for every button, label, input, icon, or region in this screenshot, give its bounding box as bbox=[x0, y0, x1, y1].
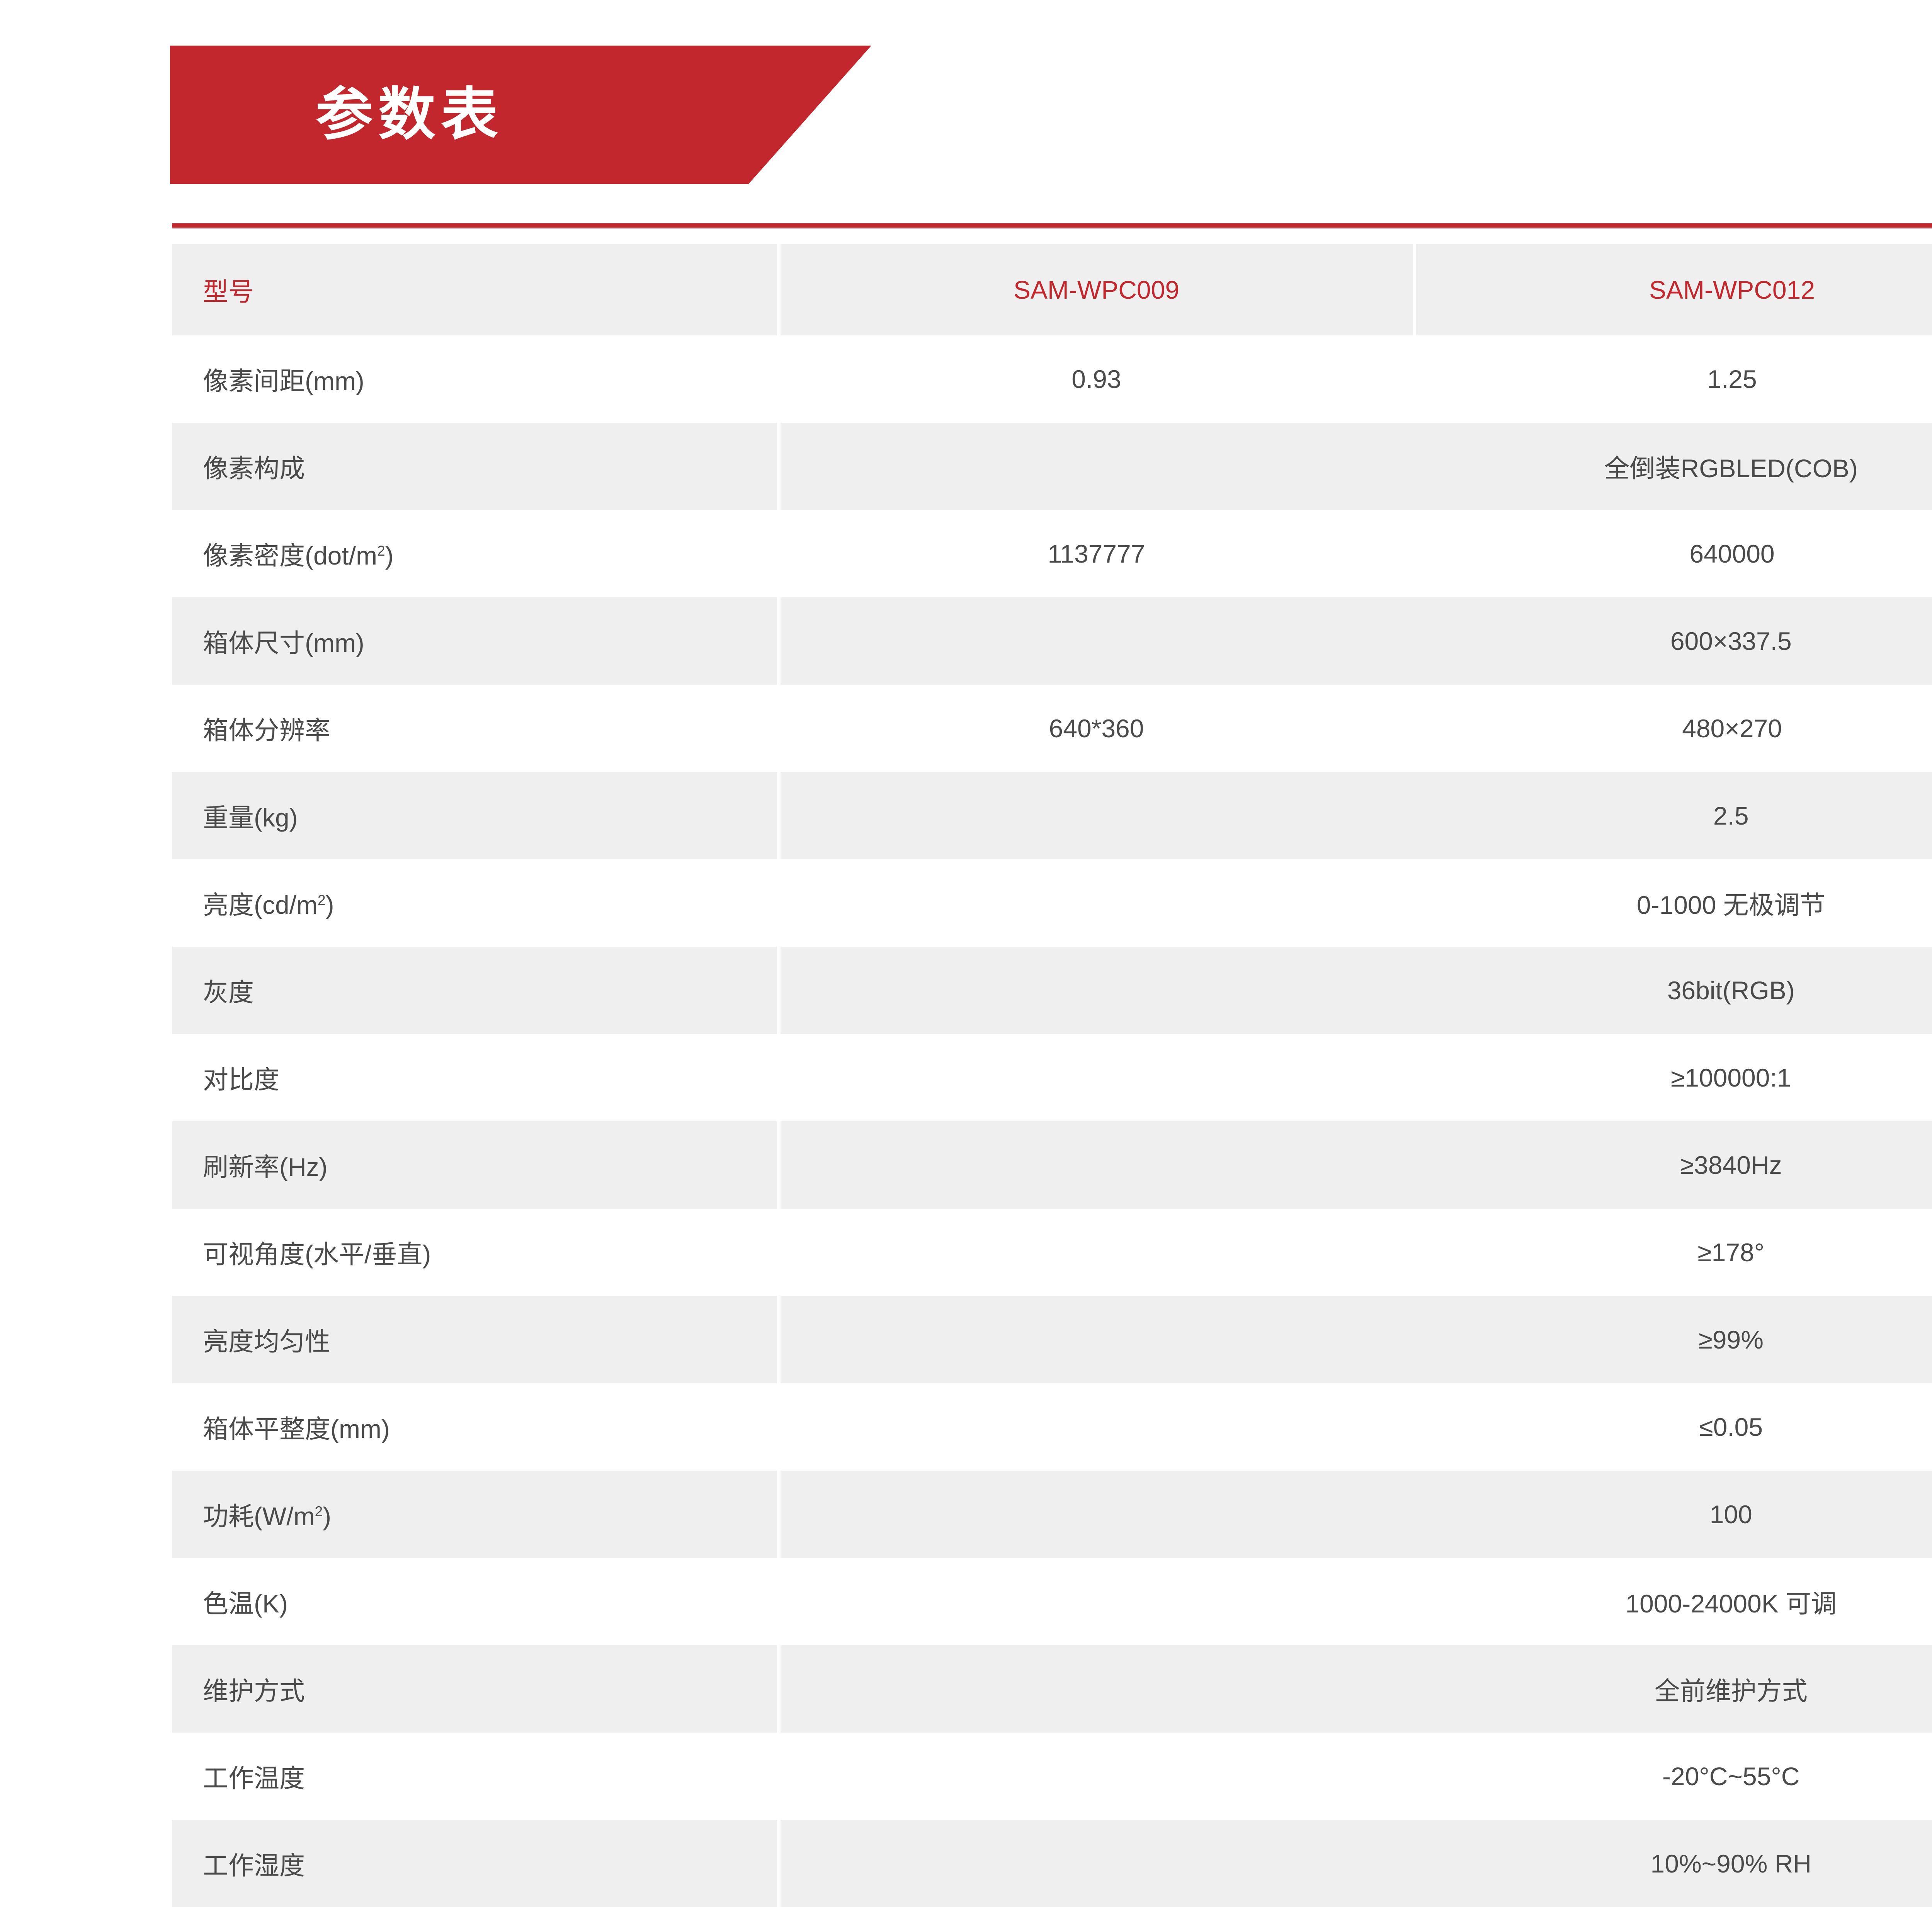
row-label: 像素密度(dot/m2) bbox=[172, 510, 781, 597]
page-title: 参数表 bbox=[316, 83, 503, 146]
spec-table-container: 型号 SAM-WPC009 SAM-WPC012 SAM-WPC015 像素间距… bbox=[172, 223, 1932, 1932]
row-value-merged: 全前维护方式 bbox=[779, 1645, 1932, 1733]
row-label: 维护方式 bbox=[172, 1645, 781, 1733]
row-label: 灰度 bbox=[172, 947, 781, 1034]
row-value-merged: -20°C~55°C bbox=[779, 1733, 1932, 1820]
row-label: 箱体平整度(mm) bbox=[172, 1383, 781, 1471]
superscript: 2 bbox=[377, 543, 385, 559]
row-label: 亮度(cd/m2) bbox=[172, 859, 781, 947]
row-label: 色温(K) bbox=[172, 1558, 781, 1645]
row-value-merged: 36bit(RGB) bbox=[779, 947, 1932, 1034]
row-value-2: 480×270 bbox=[1414, 685, 1932, 772]
row-value-merged: 2.5 bbox=[779, 772, 1932, 859]
row-value-merged: 全倒装RGBLED(COB) bbox=[779, 423, 1932, 510]
row-value-merged: 1000-24000K 可调 bbox=[779, 1558, 1932, 1645]
superscript: 2 bbox=[315, 1503, 323, 1519]
row-value-1: 1137777 bbox=[779, 510, 1416, 597]
table-row: 箱体尺寸(mm) 600×337.5 bbox=[172, 597, 1932, 685]
table-row: 亮度(cd/m2) 0-1000 无极调节 bbox=[172, 859, 1932, 947]
row-label: 重量(kg) bbox=[172, 772, 781, 859]
row-label: 工作稳定性测试 bbox=[172, 1907, 781, 1932]
row-value-merged: ≥178° bbox=[779, 1209, 1932, 1296]
table-row: 灰度 36bit(RGB) bbox=[172, 947, 1932, 1034]
table-row: 像素间距(mm)0.931.251.56 bbox=[172, 335, 1932, 423]
table-row: 工作稳定性测试7*24小时持续工作 bbox=[172, 1907, 1932, 1932]
table-row: 色温(K) 1000-24000K 可调 bbox=[172, 1558, 1932, 1645]
spec-table: 型号 SAM-WPC009 SAM-WPC012 SAM-WPC015 像素间距… bbox=[172, 244, 1932, 1932]
row-value-merged: ≤0.05 bbox=[779, 1383, 1932, 1471]
table-row: 箱体平整度(mm) ≤0.05 bbox=[172, 1383, 1932, 1471]
row-value-merged: ≥3840Hz bbox=[779, 1121, 1932, 1209]
header-model-1: SAM-WPC009 bbox=[779, 244, 1416, 335]
superscript: 2 bbox=[318, 892, 326, 908]
row-label: 工作温度 bbox=[172, 1733, 781, 1820]
row-value-2: 1.25 bbox=[1414, 335, 1932, 423]
table-row: 像素构成 全倒装RGBLED(COB) bbox=[172, 423, 1932, 510]
row-value-merged: ≥99% bbox=[779, 1296, 1932, 1383]
row-label: 工作湿度 bbox=[172, 1820, 781, 1907]
row-value-merged: 600×337.5 bbox=[779, 597, 1932, 685]
row-label: 像素构成 bbox=[172, 423, 781, 510]
table-row: 功耗(W/m2) 100 bbox=[172, 1471, 1932, 1558]
table-row: 亮度均匀性 ≥99% bbox=[172, 1296, 1932, 1383]
row-label: 功耗(W/m2) bbox=[172, 1471, 781, 1558]
table-row: 对比度 ≥100000:1 bbox=[172, 1034, 1932, 1121]
row-label: 箱体尺寸(mm) bbox=[172, 597, 781, 685]
row-value-1: 640*360 bbox=[779, 685, 1416, 772]
table-header-row: 型号 SAM-WPC009 SAM-WPC012 SAM-WPC015 bbox=[172, 244, 1932, 335]
table-row: 像素密度(dot/m2)1137777640000409600 bbox=[172, 510, 1932, 597]
row-value-merged: 100 bbox=[779, 1471, 1932, 1558]
row-value-2: 640000 bbox=[1414, 510, 1932, 597]
title-banner bbox=[170, 46, 871, 184]
table-row: 重量(kg) 2.5 bbox=[172, 772, 1932, 859]
row-value-merged: 0-1000 无极调节 bbox=[779, 859, 1932, 947]
header-model-2: SAM-WPC012 bbox=[1414, 244, 1932, 335]
row-label: 刷新率(Hz) bbox=[172, 1121, 781, 1209]
row-value-merged: 10%~90% RH bbox=[779, 1820, 1932, 1907]
table-row: 维护方式 全前维护方式 bbox=[172, 1645, 1932, 1733]
row-label: 像素间距(mm) bbox=[172, 335, 781, 423]
table-row: 工作温度 -20°C~55°C bbox=[172, 1733, 1932, 1820]
row-label: 箱体分辨率 bbox=[172, 685, 781, 772]
spec-table-body: 像素间距(mm)0.931.251.56像素构成全倒装RGBLED(COB)像素… bbox=[172, 335, 1932, 1932]
row-value-merged: 7*24小时持续工作 bbox=[779, 1907, 1932, 1932]
row-label: 可视角度(水平/垂直) bbox=[172, 1209, 781, 1296]
row-value-merged: ≥100000:1 bbox=[779, 1034, 1932, 1121]
row-label: 亮度均匀性 bbox=[172, 1296, 781, 1383]
row-label: 对比度 bbox=[172, 1034, 781, 1121]
header-label-cell: 型号 bbox=[172, 244, 781, 335]
table-row: 工作湿度 10%~90% RH bbox=[172, 1820, 1932, 1907]
table-row: 刷新率(Hz) ≥3840Hz bbox=[172, 1121, 1932, 1209]
row-value-1: 0.93 bbox=[779, 335, 1416, 423]
table-row: 可视角度(水平/垂直) ≥178° bbox=[172, 1209, 1932, 1296]
table-top-rule bbox=[172, 223, 1932, 229]
